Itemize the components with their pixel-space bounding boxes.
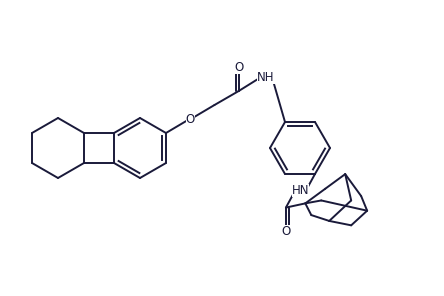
Text: NH: NH <box>257 70 275 83</box>
Text: O: O <box>281 225 290 238</box>
Text: O: O <box>186 112 195 126</box>
Text: O: O <box>234 61 243 74</box>
Text: HN: HN <box>292 184 309 197</box>
